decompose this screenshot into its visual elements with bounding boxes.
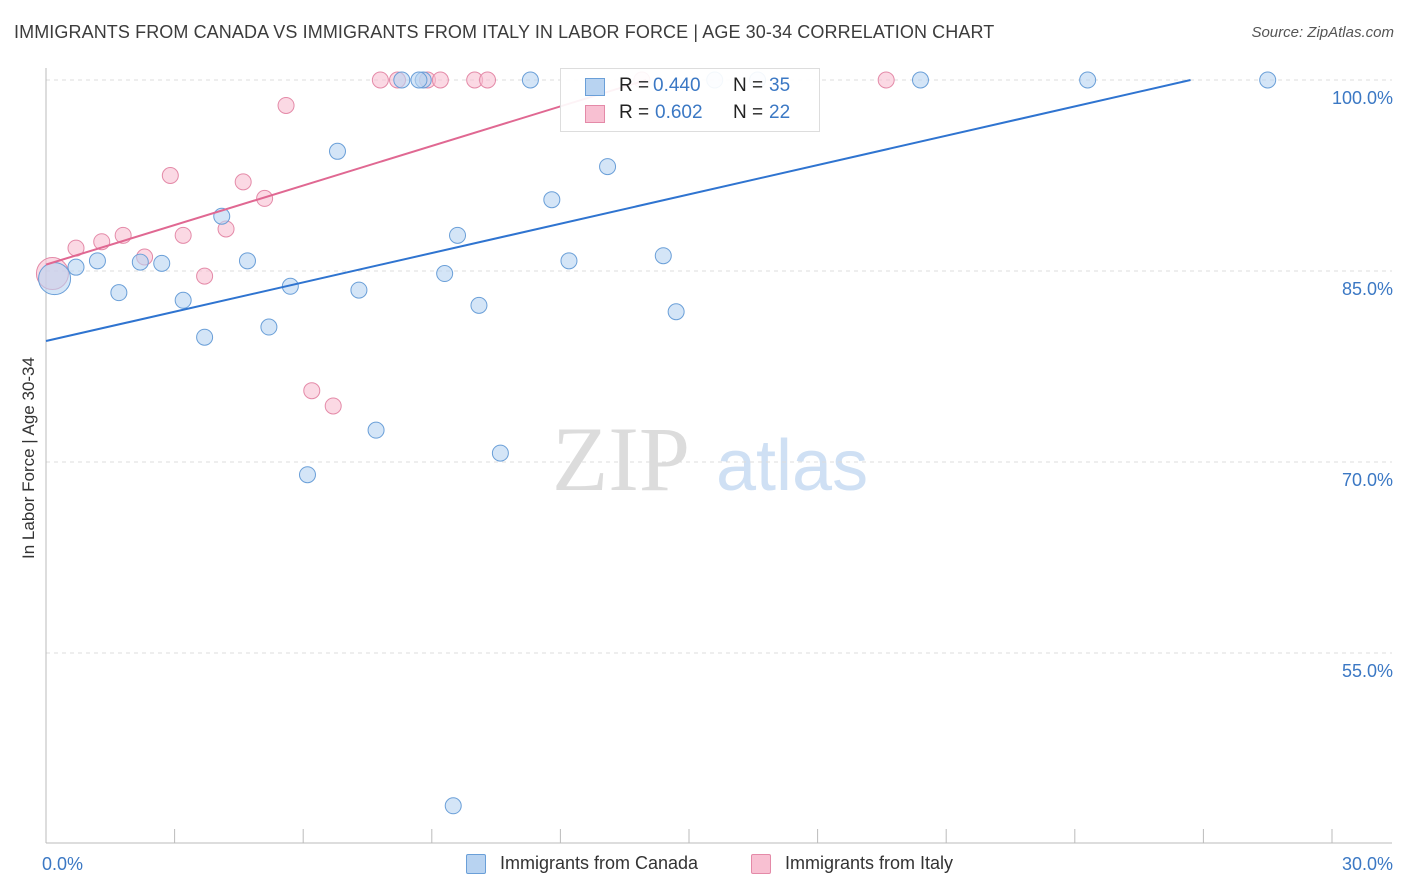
bottom-legend-swatch-italy [751,854,771,874]
y-tick-labels: 100.0% 85.0% 70.0% 55.0% [1332,88,1393,681]
data-point-italy [277,96,295,114]
legend-n-value-canada: 35 [769,75,791,96]
trend-line-italy [45,79,647,266]
data-point-italy [431,71,449,89]
x-tick-labels: 0.0% 30.0% [42,854,1393,874]
data-point-canada [1079,71,1097,89]
data-point-canada [449,226,467,244]
x-tick-label: 0.0% [42,854,83,874]
data-point-italy [196,267,214,285]
legend-r-value-canada: 0.440 [653,75,701,96]
data-point-canada [444,797,462,815]
chart-title: IMMIGRANTS FROM CANADA VS IMMIGRANTS FRO… [14,22,995,42]
y-tick-label: 85.0% [1342,279,1393,299]
data-point-canada [491,444,509,462]
data-point-italy [234,173,252,191]
watermark: ZIP atlas [552,408,868,510]
bottom-legend-label-italy: Immigrants from Italy [785,853,954,873]
trend-line-canada [45,79,1191,343]
data-point-canada [911,71,929,89]
data-point-italy [877,71,895,89]
legend-n-label-canada: N = [733,75,764,96]
data-point-canada [667,303,685,321]
data-point-italy [371,71,389,89]
data-point-canada [521,71,539,89]
data-point-canada [410,71,428,89]
data-point-italy [303,382,321,400]
legend-r-label-italy: R = [619,102,650,123]
y-tick-label: 100.0% [1332,88,1393,108]
y-tick-label: 55.0% [1342,661,1393,681]
source-label: Source: ZipAtlas.com [1251,24,1394,41]
bottom-legend-label-canada: Immigrants from Canada [500,853,699,873]
data-point-canada [350,281,368,299]
data-point-canada [174,291,192,309]
data-point-canada [260,318,278,336]
data-point-canada [1259,71,1277,89]
data-point-canada [38,262,72,296]
data-point-canada [196,328,214,346]
data-point-canada [131,253,149,271]
bottom-legend-swatch-canada [466,854,486,874]
data-point-italy [174,226,192,244]
legend-n-label-italy: N = [733,102,764,123]
legend-n-value-italy: 22 [769,102,791,123]
legend-r-value-italy: 0.602 [655,102,703,123]
data-point-canada [238,252,256,270]
data-point-italy [479,71,497,89]
legend-r-label-canada: R = [619,75,650,96]
data-point-canada [560,252,578,270]
trend-lines [45,79,1191,343]
data-point-italy [161,167,179,184]
x-tick-label: 30.0% [1342,854,1393,874]
data-point-italy [324,397,342,415]
data-point-canada [654,247,672,265]
data-point-canada [328,142,346,160]
axes [45,68,1392,844]
legend-swatch-italy [585,105,605,123]
data-point-canada [67,258,85,276]
data-point-canada [298,466,316,484]
data-point-canada [393,71,411,89]
gridlines [46,79,1392,654]
data-point-canada [599,158,617,176]
data-point-canada [110,284,128,302]
data-point-canada [543,191,561,209]
correlation-legend: R = 0.440 N = 35 R = 0.602 N = 22 [560,68,820,132]
data-point-canada [470,296,488,314]
data-point-canada [88,252,106,270]
legend-swatch-canada [585,78,605,96]
data-point-canada [153,254,171,272]
data-point-canada [367,421,385,439]
data-point-canada [436,265,454,283]
watermark-zip: ZIP [552,408,690,510]
y-tick-label: 70.0% [1342,470,1393,490]
watermark-atlas: atlas [716,426,868,506]
